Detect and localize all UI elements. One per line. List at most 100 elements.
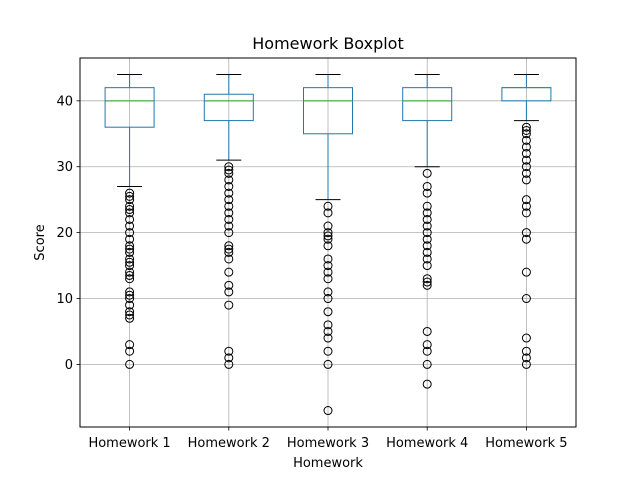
flier-point xyxy=(224,280,234,290)
chart-title: Homework Boxplot xyxy=(252,34,403,53)
flier-point xyxy=(224,208,234,218)
y-tick-label: 20 xyxy=(56,226,73,241)
flier-point xyxy=(224,228,234,238)
flier-point xyxy=(323,228,333,238)
flier-point xyxy=(224,359,234,369)
flier-point xyxy=(323,241,333,251)
flier-point xyxy=(323,287,333,297)
flier-point xyxy=(521,228,531,238)
flier-point xyxy=(422,188,432,198)
flier-point xyxy=(422,340,432,350)
flier-point xyxy=(323,359,333,369)
flier-point xyxy=(224,353,234,363)
flier-point xyxy=(224,162,234,172)
flier-point xyxy=(422,241,432,251)
flier-point xyxy=(224,300,234,310)
y-tick-label: 0 xyxy=(65,358,73,373)
flier-point xyxy=(125,340,135,350)
x-tick-label: Homework 3 xyxy=(287,436,369,451)
box-layer xyxy=(104,73,552,201)
flier-point xyxy=(125,228,135,238)
flier-point xyxy=(125,201,135,211)
flier-point xyxy=(125,244,135,254)
flier-point xyxy=(521,267,531,277)
flier-point xyxy=(224,214,234,224)
flier-point xyxy=(521,149,531,159)
flier-point xyxy=(125,208,135,218)
flier-point xyxy=(224,165,234,175)
flier-point xyxy=(224,195,234,205)
flier-point xyxy=(323,294,333,304)
flier-point xyxy=(323,267,333,277)
flier-point xyxy=(323,208,333,218)
flier-point xyxy=(422,277,432,287)
flier-point xyxy=(323,254,333,264)
flier-point xyxy=(125,195,135,205)
flier-point xyxy=(422,261,432,271)
flier-point xyxy=(125,274,135,284)
flier-point xyxy=(323,346,333,356)
flier-point xyxy=(125,359,135,369)
x-tick-label: Homework 2 xyxy=(188,436,270,451)
flier-point xyxy=(224,247,234,257)
flier-point xyxy=(323,274,333,284)
flier-point xyxy=(224,175,234,185)
flier-point xyxy=(323,231,333,241)
flier-layer xyxy=(125,122,531,416)
y-tick-label: 30 xyxy=(56,160,73,175)
flier-point xyxy=(422,254,432,264)
flier-point xyxy=(125,247,135,257)
flier-point xyxy=(323,326,333,336)
flier-point xyxy=(521,346,531,356)
flier-point xyxy=(521,175,531,185)
flier-point xyxy=(224,287,234,297)
flier-point xyxy=(125,241,135,251)
flier-point xyxy=(125,313,135,323)
flier-point xyxy=(422,208,432,218)
flier-point xyxy=(422,274,432,284)
flier-point xyxy=(224,346,234,356)
flier-point xyxy=(125,254,135,264)
flier-point xyxy=(422,168,432,178)
axis-layer: 0 10 20 30 40 Homework 1 Homework 2 Homework 3 H… xyxy=(56,94,567,451)
flier-point xyxy=(125,294,135,304)
flier-point xyxy=(224,201,234,211)
flier-point xyxy=(422,359,432,369)
flier-point xyxy=(323,221,333,231)
y-tick-label: 10 xyxy=(56,292,73,307)
flier-point xyxy=(224,241,234,251)
flier-point xyxy=(224,267,234,277)
flier-point xyxy=(224,221,234,231)
flier-point xyxy=(521,359,531,369)
flier-point xyxy=(422,201,432,211)
flier-point xyxy=(521,168,531,178)
flier-point xyxy=(125,290,135,300)
x-tick-label: Homework 5 xyxy=(485,436,567,451)
x-tick-label: Homework 1 xyxy=(88,436,170,451)
x-tick-label: Homework 4 xyxy=(386,436,468,451)
flier-point xyxy=(521,234,531,244)
flier-point xyxy=(125,267,135,277)
flier-point xyxy=(125,346,135,356)
flier-point xyxy=(422,181,432,191)
flier-point xyxy=(521,135,531,145)
flier-point xyxy=(323,234,333,244)
flier-point xyxy=(224,181,234,191)
flier-point xyxy=(323,333,333,343)
flier-point xyxy=(125,188,135,198)
flier-point xyxy=(323,320,333,330)
flier-point xyxy=(224,254,234,264)
flier-point xyxy=(422,379,432,389)
flier-point xyxy=(422,280,432,290)
flier-point xyxy=(422,228,432,238)
flier-point xyxy=(521,353,531,363)
flier-point xyxy=(125,234,135,244)
y-tick-label: 40 xyxy=(56,94,73,109)
flier-point xyxy=(125,257,135,267)
flier-point xyxy=(521,195,531,205)
flier-point xyxy=(521,333,531,343)
flier-point xyxy=(422,221,432,231)
flier-point xyxy=(521,208,531,218)
